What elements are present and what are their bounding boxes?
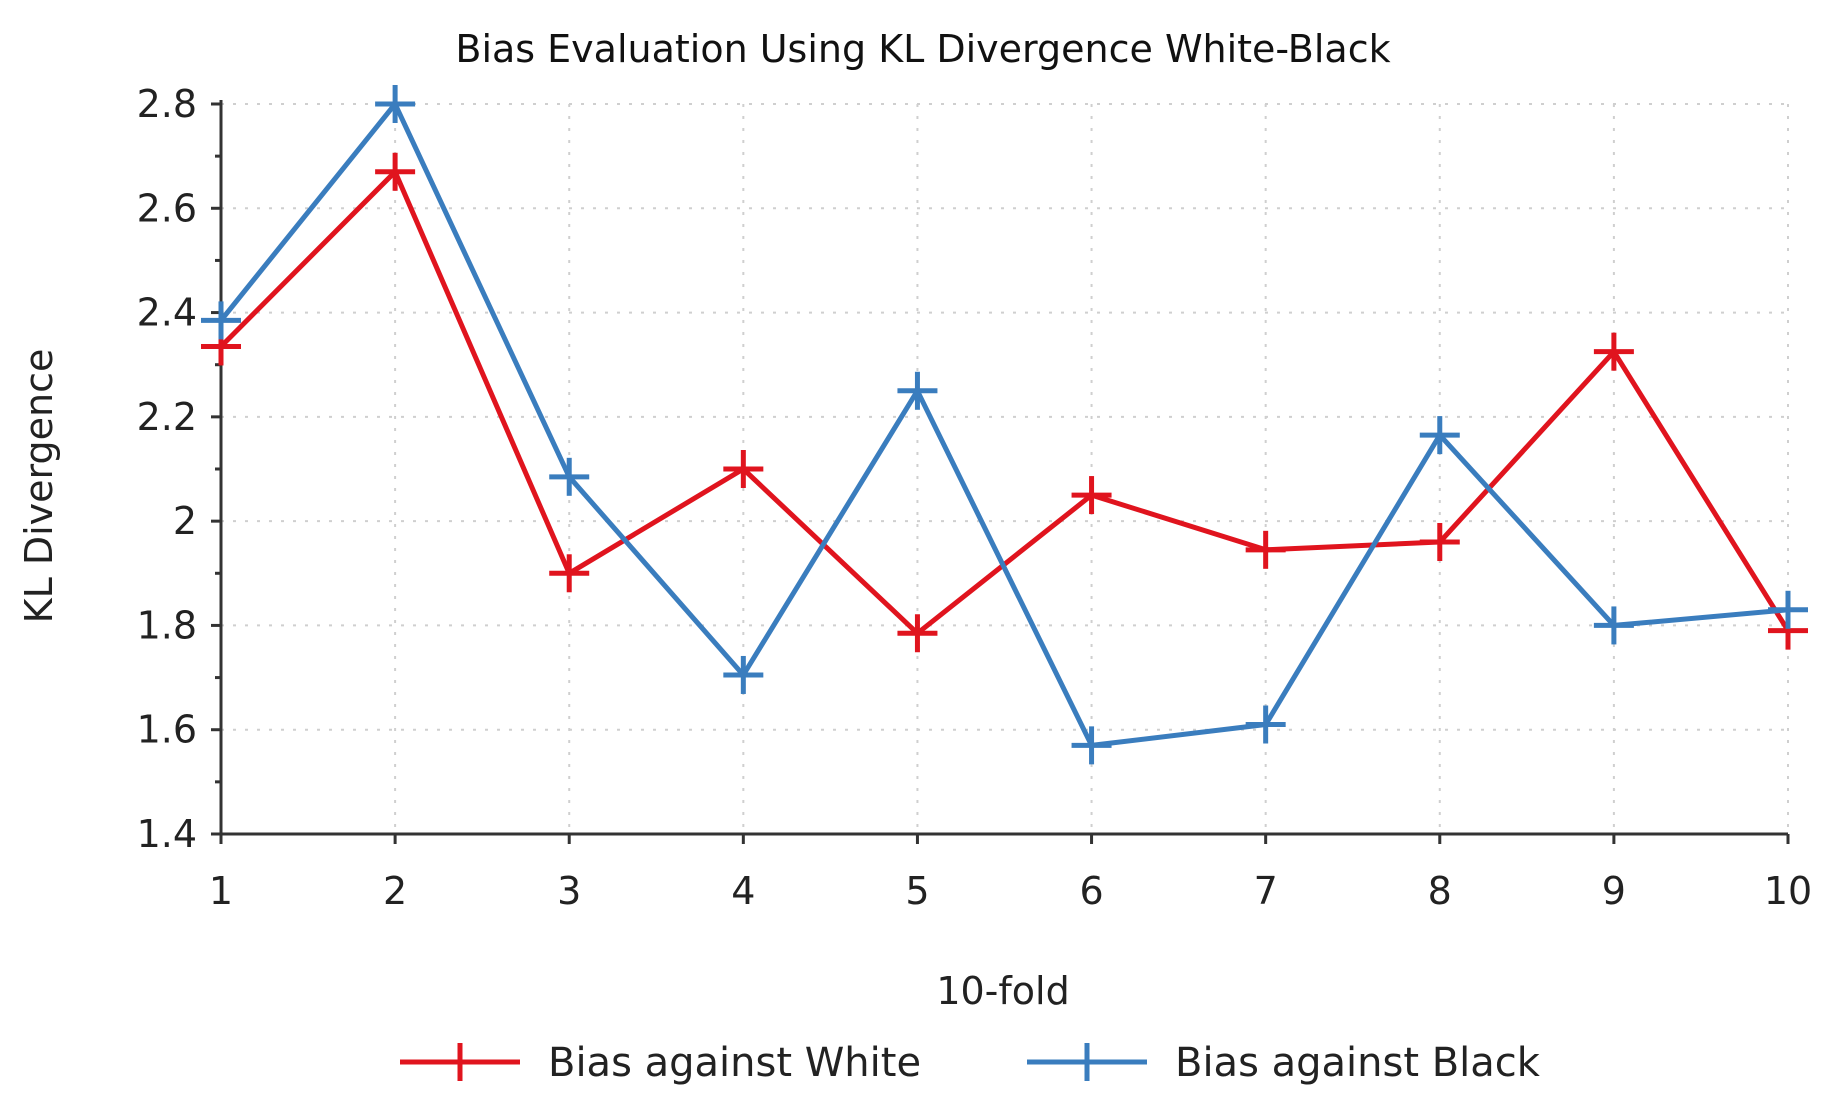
x-tick-label: 4 bbox=[731, 869, 755, 913]
tick-labels: 1.4 1.6 1.8 2 2.2 2.4 2.6 2.8 1 2 3 4 5 6 7 8 9 10 bbox=[137, 82, 1813, 913]
data-point bbox=[897, 614, 938, 653]
data-point bbox=[1419, 523, 1460, 561]
y-tick-label: 2.2 bbox=[137, 395, 197, 439]
data-point bbox=[897, 371, 938, 410]
y-axis-label: KL Divergence bbox=[17, 349, 61, 624]
legend: Bias against White Bias against Black bbox=[400, 1040, 1541, 1086]
series-line bbox=[219, 101, 1789, 748]
legend-swatch-marker bbox=[440, 1043, 480, 1081]
y-tick-label: 2.4 bbox=[137, 291, 197, 335]
y-tick-label: 1.4 bbox=[137, 812, 197, 856]
y-tick-label: 2.8 bbox=[137, 82, 197, 126]
data-point bbox=[1245, 705, 1286, 744]
data-point bbox=[549, 554, 590, 593]
data-point bbox=[723, 655, 764, 694]
x-tick-label: 8 bbox=[1428, 869, 1452, 913]
legend-label: Bias against White bbox=[548, 1040, 921, 1086]
series-2 bbox=[201, 85, 1808, 765]
data-point bbox=[375, 152, 416, 191]
y-tick-label: 2 bbox=[173, 499, 197, 543]
x-tick-label: 7 bbox=[1254, 869, 1278, 913]
data-point bbox=[201, 301, 241, 340]
grid-lines bbox=[221, 103, 1789, 834]
y-tick-label: 2.6 bbox=[137, 186, 197, 230]
data-point bbox=[1593, 332, 1634, 371]
axes bbox=[211, 100, 1790, 844]
x-tick-label: 5 bbox=[905, 869, 929, 913]
x-axis-label: 10-fold bbox=[936, 969, 1069, 1013]
data-point bbox=[1768, 590, 1808, 629]
data-point bbox=[1071, 476, 1112, 515]
series-lines bbox=[201, 85, 1808, 765]
data-point bbox=[1593, 606, 1634, 645]
x-tick-label: 2 bbox=[383, 869, 407, 913]
x-tick-label: 10 bbox=[1764, 869, 1812, 913]
x-tick-label: 3 bbox=[557, 869, 581, 913]
data-point bbox=[723, 450, 764, 488]
data-point bbox=[1245, 530, 1286, 569]
data-point bbox=[1419, 416, 1460, 455]
legend-label: Bias against Black bbox=[1175, 1040, 1541, 1086]
legend-item-2: Bias against Black bbox=[1027, 1040, 1541, 1086]
y-tick-label: 1.6 bbox=[137, 708, 197, 752]
chart-title: Bias Evaluation Using KL Divergence Whit… bbox=[455, 27, 1390, 71]
data-point bbox=[375, 85, 416, 123]
data-point bbox=[549, 457, 590, 496]
legend-swatch-marker bbox=[1067, 1043, 1107, 1081]
data-point bbox=[1071, 726, 1112, 765]
x-tick-label: 1 bbox=[209, 869, 233, 913]
y-tick-label: 1.8 bbox=[137, 603, 197, 647]
legend-item-1: Bias against White bbox=[400, 1040, 921, 1086]
x-tick-label: 6 bbox=[1079, 869, 1103, 913]
x-tick-label: 9 bbox=[1602, 869, 1626, 913]
